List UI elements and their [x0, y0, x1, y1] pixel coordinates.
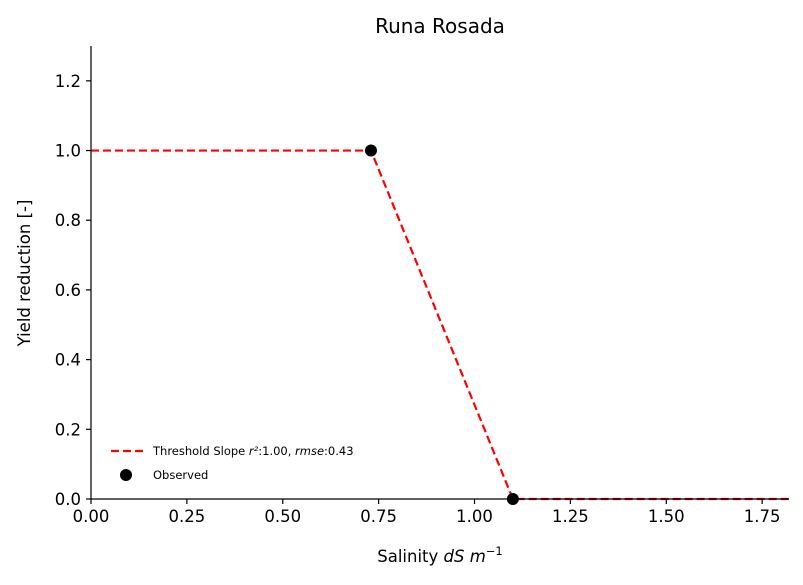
- x-tick-label: 0.00: [73, 507, 110, 526]
- x-axis-title-units: dS m: [444, 547, 486, 566]
- x-tick-label: 0.50: [264, 507, 301, 526]
- y-tick-label: 1.2: [55, 72, 81, 91]
- x-tick-label: 0.25: [169, 507, 206, 526]
- legend-label-prefix: Threshold Slope: [152, 444, 249, 458]
- x-axis-title-text: Salinity: [377, 547, 438, 566]
- x-tick-label: 1.00: [456, 507, 493, 526]
- y-tick-label: 0.0: [55, 490, 81, 509]
- x-tick-label: 1.50: [648, 507, 685, 526]
- chart-title: Runa Rosada: [375, 14, 505, 38]
- x-tick-label: 1.25: [552, 507, 589, 526]
- observed-point: [364, 144, 377, 157]
- legend-label-r2-symbol: r²: [249, 444, 259, 458]
- x-axis-title: Salinity dS m−1: [377, 544, 503, 566]
- legend-label-rmse-value: :0.43: [324, 444, 353, 458]
- x-ticks: 0.00 0.25 0.50 0.75 1.00 1.25 1.50 1.75: [73, 499, 781, 526]
- legend-marker-observed: [120, 469, 132, 481]
- y-tick-label: 0.4: [55, 351, 81, 370]
- y-tick-label: 1.0: [55, 142, 81, 161]
- y-tick-label: 0.2: [55, 420, 81, 439]
- x-tick-label: 1.75: [744, 507, 781, 526]
- x-axis-title-exponent: −1: [486, 544, 503, 558]
- legend: Threshold Slope r²:1.00, rmse:0.43 Obser…: [111, 444, 354, 482]
- y-ticks: 0.0 0.2 0.4 0.6 0.8 1.0 1.2: [55, 72, 91, 509]
- x-tick-label: 0.75: [360, 507, 397, 526]
- y-tick-label: 0.6: [55, 281, 81, 300]
- legend-label-rmse-symbol: rmse: [295, 444, 324, 458]
- y-axis-title: Yield reduction [-]: [15, 200, 34, 348]
- y-tick-label: 0.8: [55, 211, 81, 230]
- legend-label-threshold-slope: Threshold Slope r²:1.00, rmse:0.43: [152, 444, 354, 458]
- legend-label-r2-value: :1.00,: [258, 444, 295, 458]
- legend-label-observed: Observed: [153, 468, 208, 482]
